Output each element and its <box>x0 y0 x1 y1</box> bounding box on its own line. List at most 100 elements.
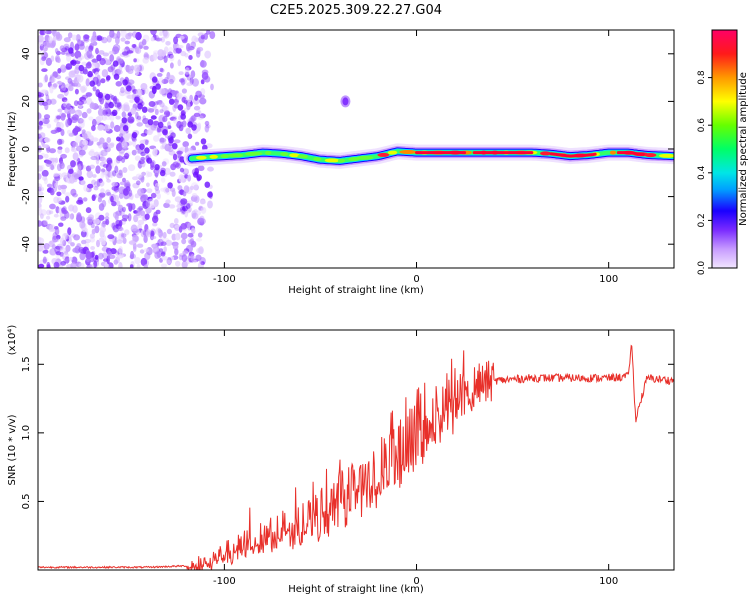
heatmap-noise-cell <box>75 135 82 144</box>
heatmap-noise-cell <box>114 214 119 221</box>
heatmap-noise-cell <box>182 191 187 197</box>
heatmap-noise-cell <box>128 240 136 245</box>
heatmap-noise-cell <box>133 58 137 63</box>
heatmap-noise-cell <box>38 112 42 120</box>
heatmap-noise-cell <box>135 111 139 120</box>
ridge-hotspot <box>289 153 300 158</box>
heatmap-noise-cell <box>115 115 121 120</box>
heatmap-noise-cell <box>53 118 59 123</box>
heatmap-noise-cell <box>92 118 97 127</box>
heatmap-noise-cell <box>69 176 75 184</box>
heatmap-noise-cell <box>146 171 153 177</box>
heatmap-streak-cell <box>151 76 158 83</box>
heatmap-noise-cell <box>124 152 130 159</box>
ridge-hotspot <box>387 150 398 155</box>
heatmap-noise-cell <box>70 147 78 153</box>
heatmap-noise-cell <box>170 62 174 69</box>
heatmap-noise-cell <box>130 65 135 71</box>
heatmap-noise-cell <box>119 208 125 217</box>
snr-y-tick-label: 0.5 <box>21 493 32 509</box>
heatmap-noise-cell <box>180 198 188 205</box>
heatmap-noise-cell <box>187 232 194 238</box>
heatmap-noise-cell <box>143 129 148 136</box>
heatmap-noise-cell <box>38 202 42 211</box>
heatmap-noise-cell <box>95 165 101 174</box>
heatmap-noise-cell <box>38 82 43 88</box>
heatmap-noise-cell <box>55 251 62 256</box>
heatmap-noise-cell <box>146 188 153 194</box>
heatmap-streak-cell <box>112 60 119 67</box>
ridge-hotspot <box>324 158 340 163</box>
heatmap-noise-cell <box>204 120 210 126</box>
heatmap-noise-cell <box>70 188 77 196</box>
heatmap-streak-cell <box>122 125 129 132</box>
heatmap-noise-cell <box>150 192 157 199</box>
heatmap-noise-cell <box>71 256 78 265</box>
heatmap-noise-cell <box>96 239 100 248</box>
heatmap-noise-cell <box>50 55 55 62</box>
heatmap-noise-cell <box>54 182 58 189</box>
heatmap-noise-cell <box>147 108 155 113</box>
heatmap-noise-cell <box>117 58 124 64</box>
heatmap-noise-cell <box>195 254 202 261</box>
heatmap-noise-cell <box>38 173 42 180</box>
heatmap-streak-cell <box>111 109 118 117</box>
heatmap-noise-cell <box>173 36 179 45</box>
heatmap-noise-cell <box>177 59 182 67</box>
heatmap-noise-cell <box>104 113 112 121</box>
heatmap-noise-cell <box>44 41 50 50</box>
heatmap-noise-cell <box>78 149 86 156</box>
heatmap-noise-cell <box>90 246 95 250</box>
heatmap-noise-cell <box>107 66 114 73</box>
heatmap-noise-cell <box>117 101 122 110</box>
heatmap-noise-cell <box>67 77 73 84</box>
heatmap-noise-cell <box>93 218 100 225</box>
heatmap-noise-cell <box>65 63 73 70</box>
heatmap-noise-cell <box>143 264 148 268</box>
heatmap-streak-cell <box>89 80 96 87</box>
heatmap-noise-cell <box>168 78 174 85</box>
heatmap-noise-cell <box>97 108 105 117</box>
heatmap-noise-cell <box>102 142 109 150</box>
heatmap-noise-cell <box>167 51 173 57</box>
heatmap-noise-cell <box>133 64 141 73</box>
heatmap-noise-cell <box>89 164 95 169</box>
ridge-hotspot <box>196 155 207 160</box>
heatmap-noise-cell <box>60 184 68 190</box>
heatmap-noise-cell <box>93 67 101 72</box>
heatmap-noise-cell <box>117 204 124 213</box>
heatmap-noise-cell <box>91 194 96 201</box>
heatmap-noise-cell <box>52 30 57 37</box>
heatmap-noise-cell <box>106 137 112 143</box>
heatmap-noise-cell <box>165 41 171 46</box>
heatmap-noise-cell <box>116 200 121 207</box>
heatmap-noise-cell <box>101 114 107 121</box>
heatmap-noise-cell <box>195 49 201 58</box>
heatmap-noise-cell <box>101 69 109 78</box>
colorbar-frame <box>711 29 738 269</box>
heatmap-noise-cell <box>68 168 74 174</box>
heatmap-noise-cell <box>181 254 188 262</box>
heatmap-noise-cell <box>91 58 99 63</box>
heatmap-noise-cell <box>54 157 59 164</box>
heatmap-noise-cell <box>117 254 124 259</box>
heatmap-noise-cell <box>124 180 130 188</box>
heatmap-noise-cell <box>131 225 138 232</box>
heatmap-noise-cell <box>106 75 111 81</box>
heatmap-noise-cell <box>116 69 123 75</box>
heatmap-noise-cell <box>122 167 128 173</box>
heatmap-noise-cell <box>182 250 189 255</box>
heatmap-streak-cell <box>108 101 114 109</box>
heatmap-noise-cell <box>98 50 105 55</box>
heatmap-noise-cell <box>108 50 115 55</box>
heatmap-noise-cell <box>151 85 157 95</box>
heatmap-noise-cell <box>38 220 43 227</box>
heatmap-noise-cell <box>160 36 165 43</box>
heatmap-streak-cell <box>204 181 211 188</box>
heatmap-noise-cell <box>65 195 70 203</box>
heatmap-noise-cell <box>181 88 187 94</box>
colorbar-label: Normalized spectral amplitude <box>738 72 749 226</box>
heatmap-noise-cell <box>173 118 178 124</box>
heatmap-noise-cell <box>197 261 204 268</box>
